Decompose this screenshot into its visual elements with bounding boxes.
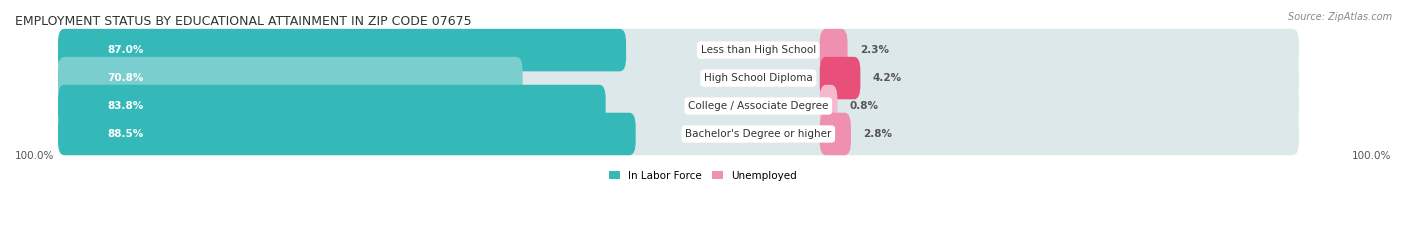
- FancyBboxPatch shape: [820, 57, 860, 99]
- Text: EMPLOYMENT STATUS BY EDUCATIONAL ATTAINMENT IN ZIP CODE 07675: EMPLOYMENT STATUS BY EDUCATIONAL ATTAINM…: [15, 15, 471, 28]
- Text: 83.8%: 83.8%: [107, 101, 143, 111]
- FancyBboxPatch shape: [58, 57, 523, 99]
- FancyBboxPatch shape: [58, 113, 1299, 155]
- FancyBboxPatch shape: [820, 113, 851, 155]
- Text: 100.0%: 100.0%: [1351, 151, 1391, 161]
- Text: 100.0%: 100.0%: [15, 151, 55, 161]
- Text: Source: ZipAtlas.com: Source: ZipAtlas.com: [1288, 12, 1392, 22]
- Text: 2.8%: 2.8%: [863, 129, 893, 139]
- Text: 0.8%: 0.8%: [849, 101, 879, 111]
- FancyBboxPatch shape: [58, 85, 606, 127]
- Text: 88.5%: 88.5%: [107, 129, 143, 139]
- FancyBboxPatch shape: [58, 29, 626, 71]
- FancyBboxPatch shape: [820, 29, 848, 71]
- FancyBboxPatch shape: [58, 57, 1299, 99]
- FancyBboxPatch shape: [820, 85, 838, 127]
- Text: 2.3%: 2.3%: [860, 45, 889, 55]
- FancyBboxPatch shape: [58, 85, 1299, 127]
- Text: 70.8%: 70.8%: [107, 73, 143, 83]
- Text: Bachelor's Degree or higher: Bachelor's Degree or higher: [685, 129, 831, 139]
- Text: Less than High School: Less than High School: [700, 45, 815, 55]
- Legend: In Labor Force, Unemployed: In Labor Force, Unemployed: [609, 171, 797, 181]
- FancyBboxPatch shape: [58, 29, 1299, 71]
- Text: High School Diploma: High School Diploma: [704, 73, 813, 83]
- Text: College / Associate Degree: College / Associate Degree: [688, 101, 828, 111]
- FancyBboxPatch shape: [58, 113, 636, 155]
- Text: 87.0%: 87.0%: [107, 45, 143, 55]
- Text: 4.2%: 4.2%: [873, 73, 901, 83]
